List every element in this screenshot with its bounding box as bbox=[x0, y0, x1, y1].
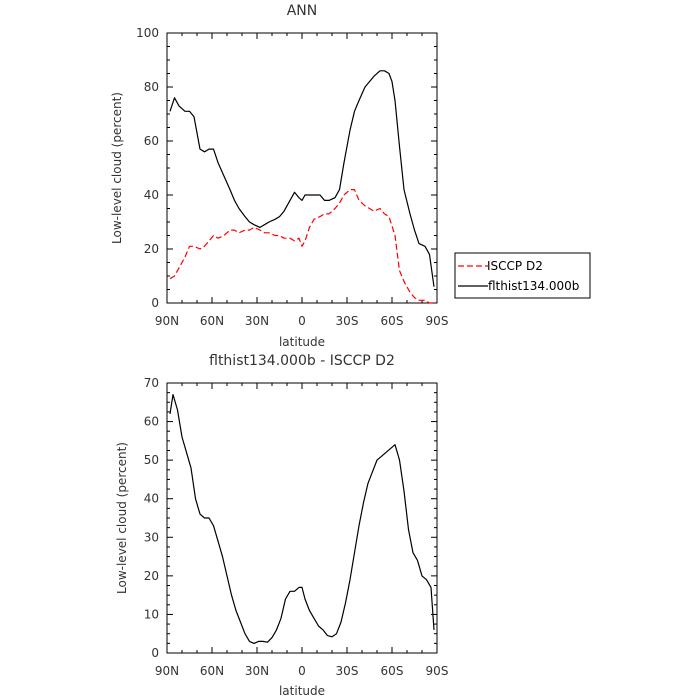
y-tick-label: 60 bbox=[144, 134, 159, 148]
series-lines bbox=[169, 394, 435, 645]
y-tick-label: 20 bbox=[144, 569, 159, 583]
series-line-flthist134-000b bbox=[169, 70, 435, 287]
legend-label-isccp: ISCCP D2 bbox=[487, 259, 543, 273]
y-tick-label: 40 bbox=[144, 492, 159, 506]
y-axis-label: Low-level cloud (percent) bbox=[115, 442, 129, 594]
x-tick-label: 30N bbox=[245, 664, 269, 678]
y-tick-label: 0 bbox=[151, 296, 159, 310]
x-axis-label: latitude bbox=[279, 684, 325, 698]
x-axis-label: latitude bbox=[279, 335, 325, 349]
x-tick-label: 90S bbox=[426, 664, 449, 678]
y-axis-label: Low-level cloud (percent) bbox=[110, 92, 124, 244]
series-line-difference bbox=[169, 394, 435, 645]
x-tick-label: 30S bbox=[336, 664, 359, 678]
axis-ticks: 0 20 40 60 80 100 90N 60N 30N 0 30S 60S 90S bbox=[136, 26, 448, 328]
chart-title: flthist134.000b - ISCCP D2 bbox=[209, 353, 395, 369]
x-tick-label: 60N bbox=[200, 314, 224, 328]
x-tick-label: 60S bbox=[381, 664, 404, 678]
y-tick-label: 0 bbox=[151, 646, 159, 660]
x-tick-label: 30N bbox=[245, 314, 269, 328]
y-tick-label: 60 bbox=[144, 415, 159, 429]
series-line-isccp-d2 bbox=[169, 189, 434, 304]
y-tick-label: 30 bbox=[144, 530, 159, 544]
series-lines bbox=[169, 70, 435, 304]
axis-ticks: 0 10 20 30 40 50 60 70 90N 60N 30N 0 30S 60S 90S bbox=[144, 376, 449, 678]
x-tick-label: 60N bbox=[200, 664, 224, 678]
legend-label-flthist: flthist134.000b bbox=[488, 279, 579, 293]
x-tick-label: 60S bbox=[381, 314, 404, 328]
plot-frame bbox=[166, 32, 438, 304]
y-tick-label: 10 bbox=[144, 607, 159, 621]
legend-box bbox=[454, 252, 591, 299]
x-tick-label: 30S bbox=[336, 314, 359, 328]
y-tick-label: 70 bbox=[144, 376, 159, 390]
y-tick-label: 50 bbox=[144, 453, 159, 467]
chart-title: ANN bbox=[287, 3, 318, 19]
y-tick-label: 20 bbox=[144, 242, 159, 256]
chart-ann: ANN latitude Low-level cloud (percent) 0… bbox=[110, 3, 591, 349]
y-tick-label: 80 bbox=[144, 80, 159, 94]
x-tick-label: 90N bbox=[155, 664, 179, 678]
chart-difference: flthist134.000b - ISCCP D2 latitude Low-… bbox=[115, 353, 448, 698]
legend: ISCCP D2 flthist134.000b bbox=[454, 252, 591, 299]
x-tick-label: 90S bbox=[426, 314, 449, 328]
y-tick-label: 40 bbox=[144, 188, 159, 202]
x-tick-label: 90N bbox=[155, 314, 179, 328]
x-tick-label: 0 bbox=[298, 314, 306, 328]
x-tick-label: 0 bbox=[298, 664, 306, 678]
y-tick-label: 100 bbox=[136, 26, 159, 40]
